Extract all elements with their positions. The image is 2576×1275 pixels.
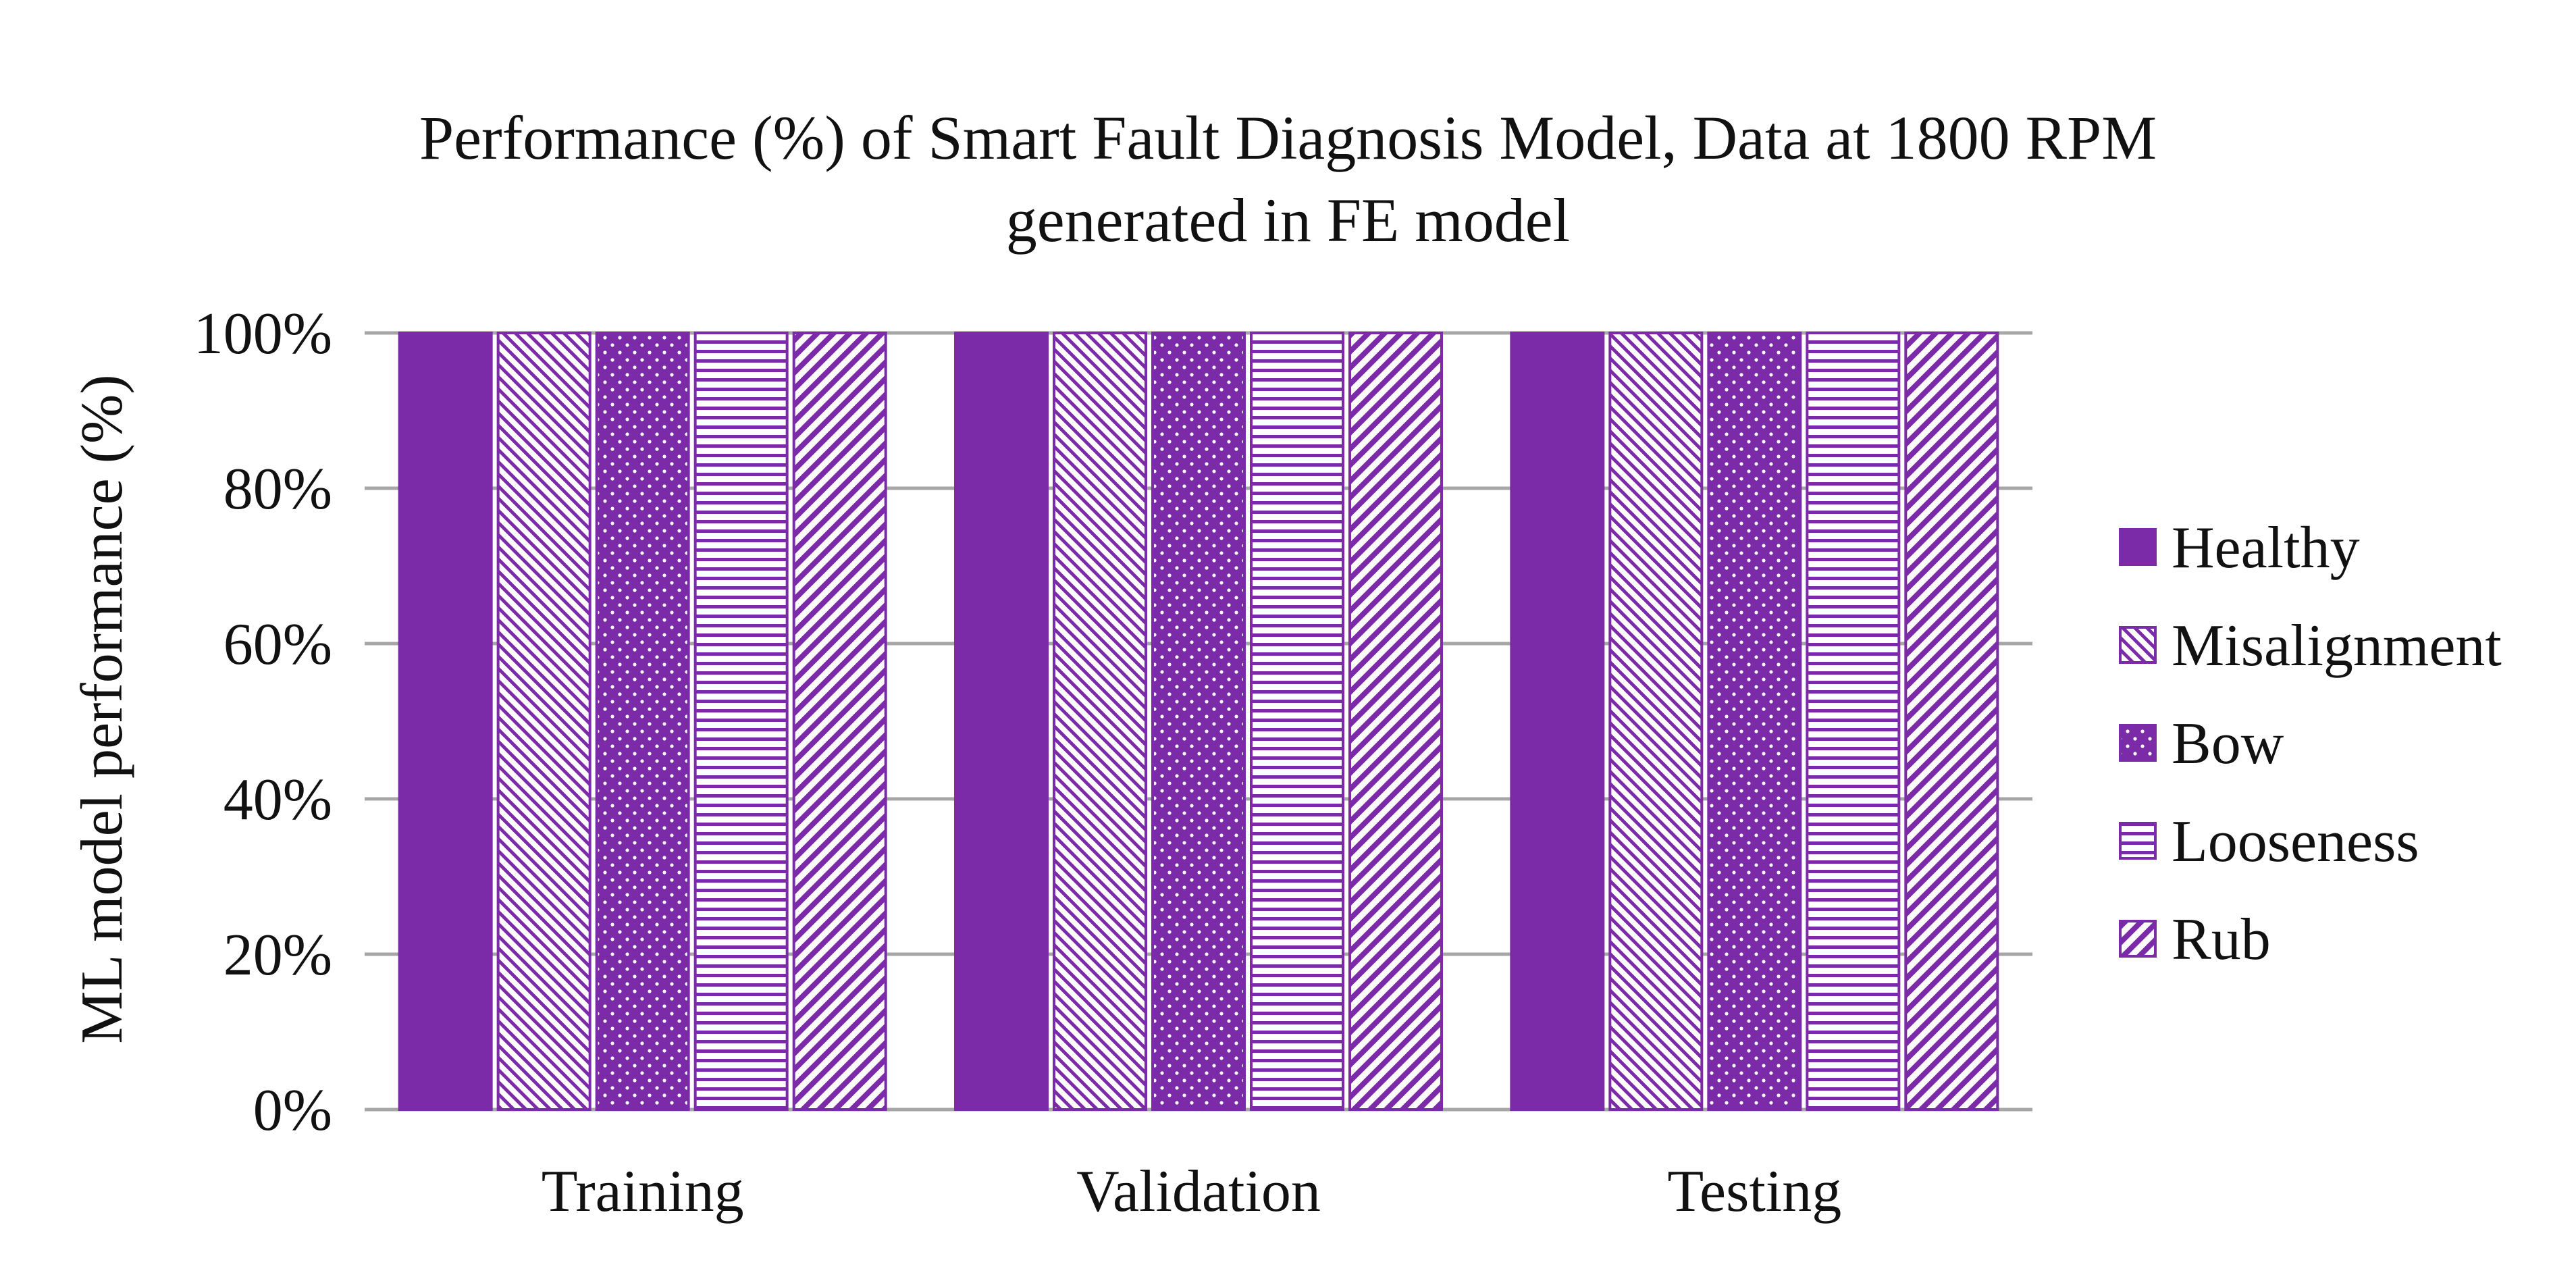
bar-looseness-testing — [1806, 332, 1901, 1111]
bar-misalignment-testing — [1608, 332, 1704, 1111]
legend-swatch — [2119, 920, 2157, 958]
legend-label: Looseness — [2172, 809, 2419, 875]
legend-label: Bow — [2172, 711, 2284, 777]
y-tick-label: 100% — [194, 301, 332, 367]
y-tick-label: 0% — [253, 1078, 332, 1143]
legend: Healthy Misalignment Bow Looseness Rub — [2119, 515, 2502, 972]
x-tick-label: Testing — [1667, 1159, 1841, 1224]
x-tick-label: Training — [542, 1159, 744, 1224]
bars — [398, 332, 1999, 1111]
bar-healthy-training — [398, 332, 493, 1111]
bar-misalignment-validation — [1053, 332, 1147, 1111]
y-tick-label: 40% — [224, 767, 332, 833]
bar-looseness-validation — [1250, 332, 1344, 1111]
legend-label: Rub — [2172, 907, 2271, 972]
bar-bow-testing — [1707, 332, 1802, 1111]
legend-label: Healthy — [2172, 515, 2360, 581]
y-tick-label: 20% — [224, 922, 332, 988]
legend-swatch — [2119, 528, 2157, 566]
bar-healthy-validation — [954, 332, 1049, 1111]
bar-bow-training — [595, 332, 690, 1111]
bar-healthy-testing — [1510, 332, 1605, 1111]
bar-looseness-training — [693, 332, 789, 1111]
bar-bow-validation — [1151, 332, 1246, 1111]
legend-label: Misalignment — [2172, 613, 2502, 679]
bar-misalignment-training — [496, 332, 592, 1111]
y-tick-label: 80% — [224, 457, 332, 522]
chart-title: Performance (%) of Smart Fault Diagnosis… — [419, 103, 2157, 172]
legend-swatch — [2119, 822, 2157, 860]
legend-swatch — [2119, 626, 2157, 664]
bar-rub-testing — [1904, 332, 1999, 1111]
y-tick-label: 60% — [224, 612, 332, 677]
chart-subtitle: generated in FE model — [1005, 186, 1571, 255]
y-axis-title: ML model performance (%) — [70, 374, 135, 1043]
bar-rub-validation — [1348, 332, 1443, 1111]
legend-swatch — [2119, 724, 2157, 762]
bar-rub-training — [792, 332, 887, 1111]
x-tick-label: Validation — [1076, 1159, 1321, 1224]
axes: 0% 20% 40% 60% 80% 100% Training Validation Test… — [194, 301, 1842, 1224]
